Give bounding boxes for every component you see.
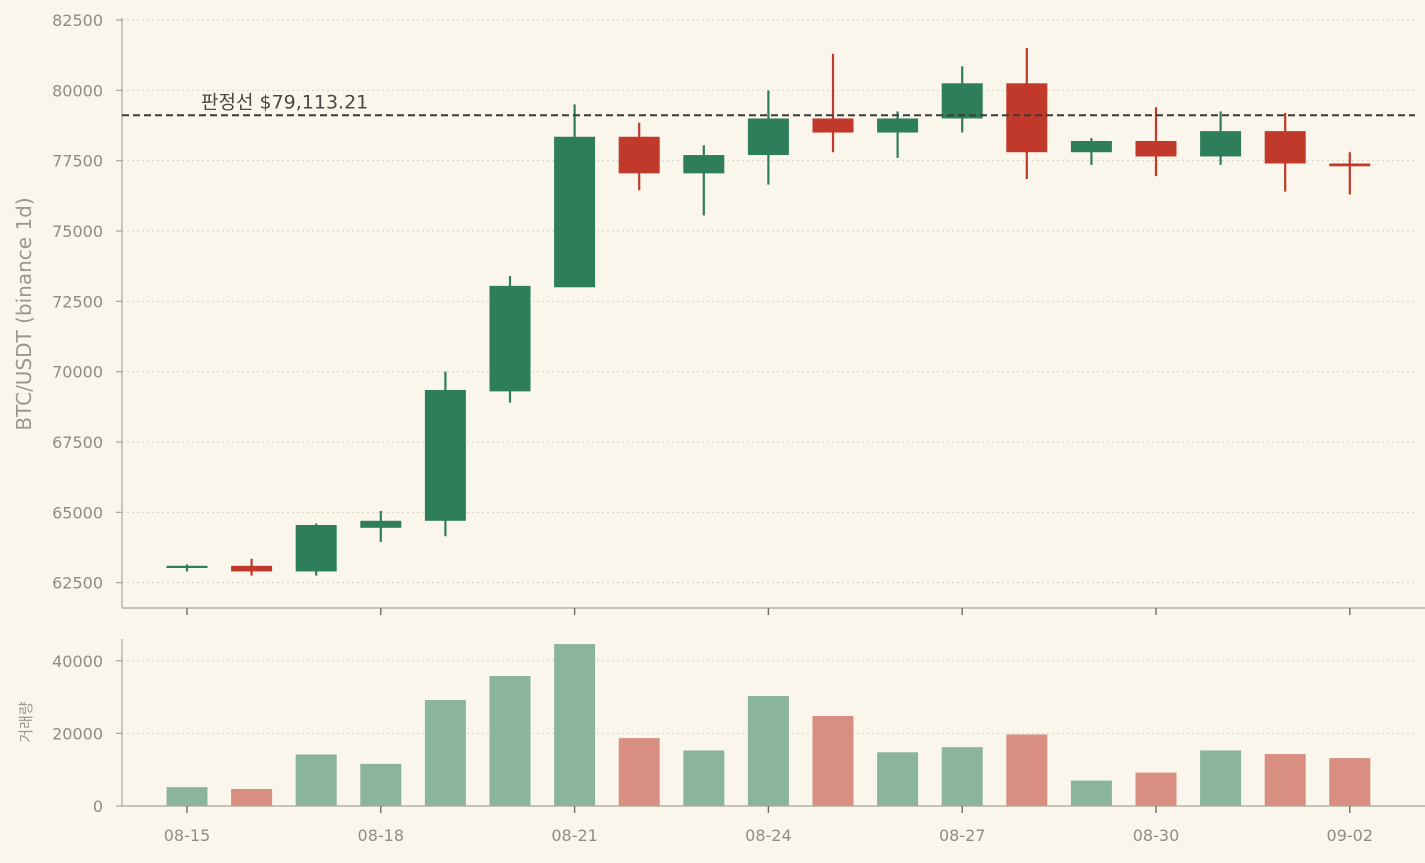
candle-body-up: [1200, 131, 1242, 157]
volume-bar-up: [877, 752, 919, 806]
price-axis-title: BTC/USDT (binance 1d): [12, 197, 36, 430]
price-tick-label: 62500: [52, 574, 103, 593]
candle-body-up: [941, 83, 983, 119]
volume-bar-up: [1070, 780, 1112, 806]
volume-bar-up: [683, 750, 725, 806]
x-tick-label: 08-15: [164, 826, 211, 845]
volume-bar-down: [618, 738, 660, 806]
price-tick-label: 65000: [52, 503, 103, 522]
candle-body-up: [747, 118, 789, 156]
candle-body-up: [295, 525, 337, 572]
volume-axis-title: 거래량: [17, 701, 35, 743]
volume-bar-up: [747, 695, 789, 806]
volume-bar-up: [166, 787, 208, 806]
price-tick-label: 67500: [52, 433, 103, 452]
volume-bar-down: [1006, 734, 1048, 806]
volume-bar-down: [1135, 772, 1177, 806]
volume-bar-up: [554, 644, 596, 806]
candle-body-down: [1329, 163, 1371, 167]
candle-body-down: [231, 565, 273, 572]
candle-body-up: [360, 520, 402, 528]
volume-bar-down: [1329, 758, 1371, 806]
volume-tick-label: 40000: [52, 652, 103, 671]
x-tick-label: 08-21: [551, 826, 598, 845]
volume-tick-label: 0: [93, 797, 103, 816]
volume-bar-down: [812, 715, 854, 806]
candle-body-down: [812, 118, 854, 133]
price-tick-label: 75000: [52, 222, 103, 241]
x-tick-label: 08-27: [939, 826, 986, 845]
candle-body-down: [618, 136, 660, 174]
volume-bar-up: [424, 699, 466, 806]
x-tick-label: 08-30: [1133, 826, 1180, 845]
volume-bar-down: [1264, 754, 1306, 806]
price-tick-label: 82500: [52, 11, 103, 30]
x-tick-label: 08-18: [358, 826, 405, 845]
x-tick-label: 08-24: [745, 826, 792, 845]
candle-body-up: [683, 155, 725, 174]
price-tick-label: 80000: [52, 81, 103, 100]
threshold-label: 판정선 $79,113.21: [201, 91, 368, 113]
candle-body-up: [554, 136, 596, 288]
candle-body-up: [489, 285, 531, 392]
candle-body-up: [877, 118, 919, 133]
volume-bar-up: [489, 676, 531, 806]
candle-body-down: [1006, 83, 1048, 153]
volume-bar-up: [295, 754, 337, 806]
volume-tick-label: 20000: [52, 724, 103, 743]
volume-bar-down: [231, 788, 273, 806]
candle-body-down: [1135, 140, 1177, 157]
price-tick-label: 70000: [52, 363, 103, 382]
price-tick-label: 77500: [52, 152, 103, 171]
price-tick-label: 72500: [52, 292, 103, 311]
volume-bar-up: [941, 747, 983, 806]
candle-body-down: [1264, 131, 1306, 164]
candle-body-up: [424, 389, 466, 521]
candle-body-up: [166, 565, 208, 568]
x-tick-label: 09-02: [1327, 826, 1374, 845]
candle-body-up: [1070, 140, 1112, 153]
volume-bar-up: [360, 763, 402, 806]
volume-bar-up: [1200, 750, 1242, 806]
